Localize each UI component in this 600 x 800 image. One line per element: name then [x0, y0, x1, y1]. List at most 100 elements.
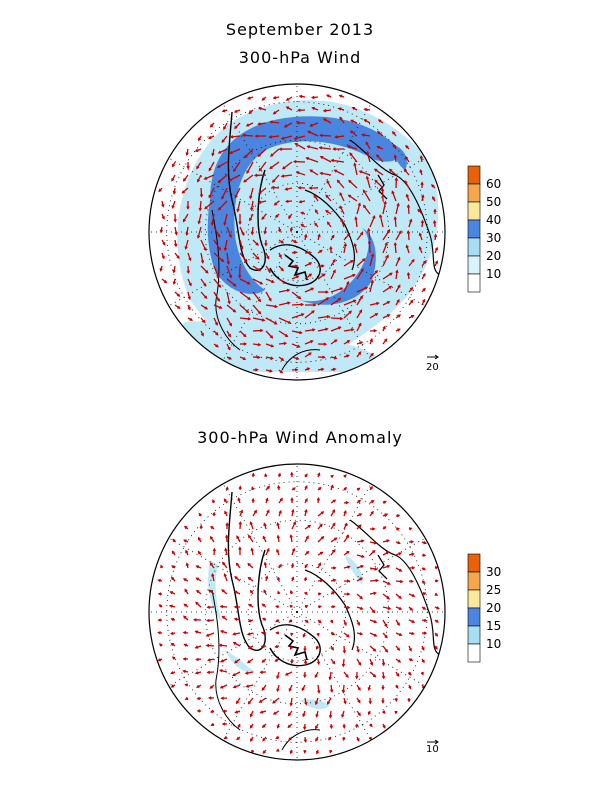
wind-arrow [290, 497, 294, 504]
wind-arrow [330, 316, 344, 321]
bottom-colorbar: 30 25 20 15 10 [467, 553, 501, 663]
wind-arrow [322, 118, 332, 124]
wind-arrow [291, 313, 305, 319]
wind-arrow [433, 208, 437, 215]
wind-arrow [300, 223, 306, 228]
wind-arrow [343, 619, 347, 627]
wind-arrow [325, 194, 332, 202]
wind-arrow [210, 722, 215, 726]
wind-arrow [275, 619, 280, 623]
wind-arrow [185, 148, 189, 156]
wind-arrow [313, 194, 319, 202]
wind-arrow [213, 278, 222, 288]
wind-arrow [213, 252, 225, 263]
wind-arrow [339, 116, 345, 124]
wind-arrow [278, 252, 282, 259]
wind-arrow [434, 566, 439, 570]
wind-arrow [254, 134, 267, 138]
wind-arrow [307, 130, 319, 137]
wind-arrow [330, 258, 336, 267]
wind-arrow [289, 604, 293, 608]
wind-arrow [317, 327, 329, 332]
wind-arrow [196, 709, 202, 713]
wind-arrow [262, 535, 267, 543]
wind-arrow [171, 174, 176, 182]
wind-arrow [418, 232, 423, 241]
wind-arrow [247, 576, 254, 582]
wind-arrow [225, 522, 229, 530]
wind-arrow [245, 122, 254, 127]
wind-arrow [356, 684, 361, 691]
wind-arrow [304, 508, 308, 517]
wind-arrow [289, 749, 293, 755]
wind-arrow [234, 187, 241, 199]
wind-arrow [265, 317, 278, 325]
wind-arrow [239, 278, 251, 285]
wind-arrow [382, 200, 387, 215]
wind-arrow [304, 697, 308, 706]
wind-arrow [219, 684, 228, 689]
wind-arrow [260, 644, 267, 649]
wind-arrow [300, 211, 306, 215]
wind-arrow [200, 265, 209, 274]
wind-arrow [377, 119, 384, 124]
wind-arrow [277, 484, 281, 491]
wind-arrow [395, 298, 400, 306]
wind-arrow [421, 591, 427, 596]
wind-arrow [356, 577, 364, 582]
wind-arrow [356, 619, 361, 626]
wind-arrow [315, 736, 319, 742]
wind-arrow [322, 108, 332, 113]
wind-arrow [395, 541, 401, 545]
wind-arrow [265, 356, 274, 360]
wind-arrow [382, 272, 393, 280]
wind-arrow [275, 748, 280, 752]
wind-arrow [406, 230, 411, 241]
wind-arrow [251, 486, 255, 491]
wind-arrow [326, 221, 332, 228]
wind-arrow [291, 547, 296, 556]
wind-arrow [303, 576, 308, 582]
wind-arrow [317, 367, 325, 372]
wind-arrow [265, 485, 271, 491]
wind-arrow [261, 723, 267, 729]
wind-arrow [183, 525, 189, 530]
wind-arrow [421, 567, 427, 571]
wind-arrow [218, 643, 228, 648]
wind-arrow [226, 356, 233, 360]
wind-arrow [233, 590, 241, 595]
wind-arrow [304, 473, 308, 478]
wind-arrow [203, 174, 215, 180]
wind-arrow [265, 509, 270, 517]
wind-arrow [284, 187, 293, 191]
wind-arrow [350, 119, 358, 124]
wind-arrow [330, 548, 336, 556]
wind-arrow [196, 684, 202, 688]
wind-arrow [353, 162, 358, 176]
wind-arrow [174, 239, 178, 248]
wind-arrow [278, 239, 285, 244]
wind-arrow [184, 697, 189, 701]
wind-arrow [172, 538, 176, 543]
wind-arrow [337, 107, 345, 111]
wind-arrow [421, 194, 425, 202]
wind-arrow [382, 338, 388, 345]
wind-arrow [171, 550, 176, 556]
wind-arrow [187, 317, 194, 321]
wind-arrow [338, 94, 345, 98]
wind-arrow [263, 226, 267, 235]
wind-arrow [274, 658, 280, 662]
wind-arrow [341, 684, 346, 694]
wind-arrow [278, 288, 291, 293]
wind-arrow [276, 534, 280, 543]
wind-arrow [382, 564, 391, 569]
wind-arrow [213, 304, 223, 309]
wind-arrow [223, 498, 228, 504]
wind-arrow [275, 631, 280, 635]
wind-arrow [343, 232, 351, 241]
wind-arrow [225, 534, 229, 543]
wind-arrow [160, 564, 164, 569]
wind-arrow [195, 601, 202, 608]
top-panel-title: 300-hPa Wind [238, 48, 362, 67]
wind-arrow [369, 578, 379, 583]
